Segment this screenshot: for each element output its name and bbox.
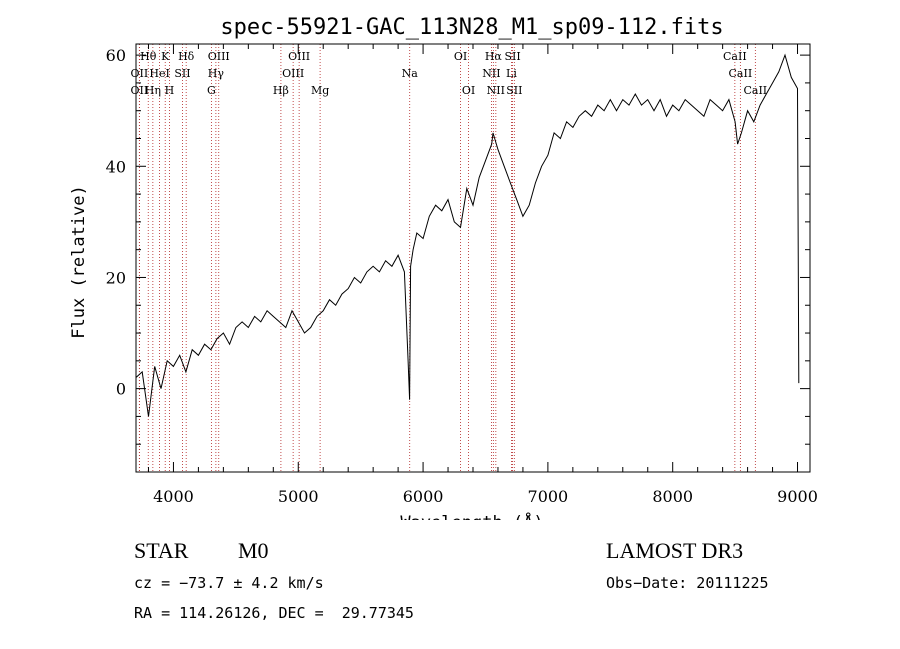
- line-label: G: [207, 84, 216, 97]
- x-tick-label: 4000: [153, 487, 194, 506]
- x-tick-label: 5000: [278, 487, 319, 506]
- x-tick-label: 6000: [403, 487, 444, 506]
- line-label: Mg: [311, 84, 329, 97]
- chart-title: spec-55921-GAC_113N28_M1_sp09-112.fits: [220, 15, 723, 40]
- line-label: SII: [174, 67, 190, 80]
- line-label: H: [165, 84, 175, 97]
- survey-name: LAMOST DR3: [606, 538, 744, 563]
- line-label: Na: [402, 67, 419, 80]
- object-class: STAR: [134, 538, 189, 563]
- line-label: OI: [454, 50, 467, 63]
- y-tick-label: 0: [116, 380, 126, 399]
- line-label: CaII: [743, 84, 767, 97]
- x-axis-ticks: 4000 5000 6000 7000 8000 9000: [147, 44, 818, 506]
- spectrum-chart: spec-55921-GAC_113N28_M1_sp09-112.fits H…: [69, 15, 818, 520]
- x-tick-label: 7000: [528, 487, 569, 506]
- line-label: OIII: [208, 50, 230, 63]
- observation-date: Obs−Date: 20111225: [606, 574, 769, 592]
- line-label: NII: [482, 67, 500, 80]
- line-label: Hα: [485, 50, 503, 63]
- line-label: Hθ: [140, 50, 157, 63]
- coordinates: RA = 114.26126, DEC = 29.77345: [134, 604, 414, 622]
- line-label: OII: [131, 84, 149, 97]
- redshift-cz: cz = −73.7 ± 4.2 km/s: [134, 574, 324, 592]
- x-axis-label: Wavelength (Å): [400, 511, 543, 520]
- x-tick-label: 9000: [777, 487, 818, 506]
- line-label: Hη: [145, 84, 161, 97]
- line-markers: [138, 44, 756, 472]
- line-label: OIII: [282, 67, 304, 80]
- y-tick-label: 20: [106, 268, 126, 287]
- line-label: Hγ: [208, 67, 225, 80]
- line-label: K: [161, 50, 170, 63]
- y-axis-label: Flux (relative): [69, 185, 89, 339]
- line-label: OII: [131, 67, 149, 80]
- line-label: OIII: [288, 50, 310, 63]
- y-tick-label: 40: [106, 157, 126, 176]
- line-label: NII: [487, 84, 505, 97]
- line-label: CaII: [723, 50, 747, 63]
- line-label: HeI: [149, 67, 169, 80]
- object-subclass: M0: [238, 538, 269, 563]
- x-tick-label: 8000: [652, 487, 693, 506]
- line-label: Li: [506, 67, 517, 80]
- line-label: Hδ: [178, 50, 195, 63]
- line-label: SII: [504, 50, 520, 63]
- spectrum-line: [135, 53, 800, 417]
- line-label: Hβ: [273, 84, 289, 97]
- axes-frame: [135, 43, 811, 473]
- y-tick-label: 60: [106, 46, 126, 65]
- line-label: OI: [462, 84, 475, 97]
- line-label: CaII: [729, 67, 753, 80]
- line-label: SII: [506, 84, 522, 97]
- y-axis-ticks: 0 20 40 60: [106, 46, 810, 445]
